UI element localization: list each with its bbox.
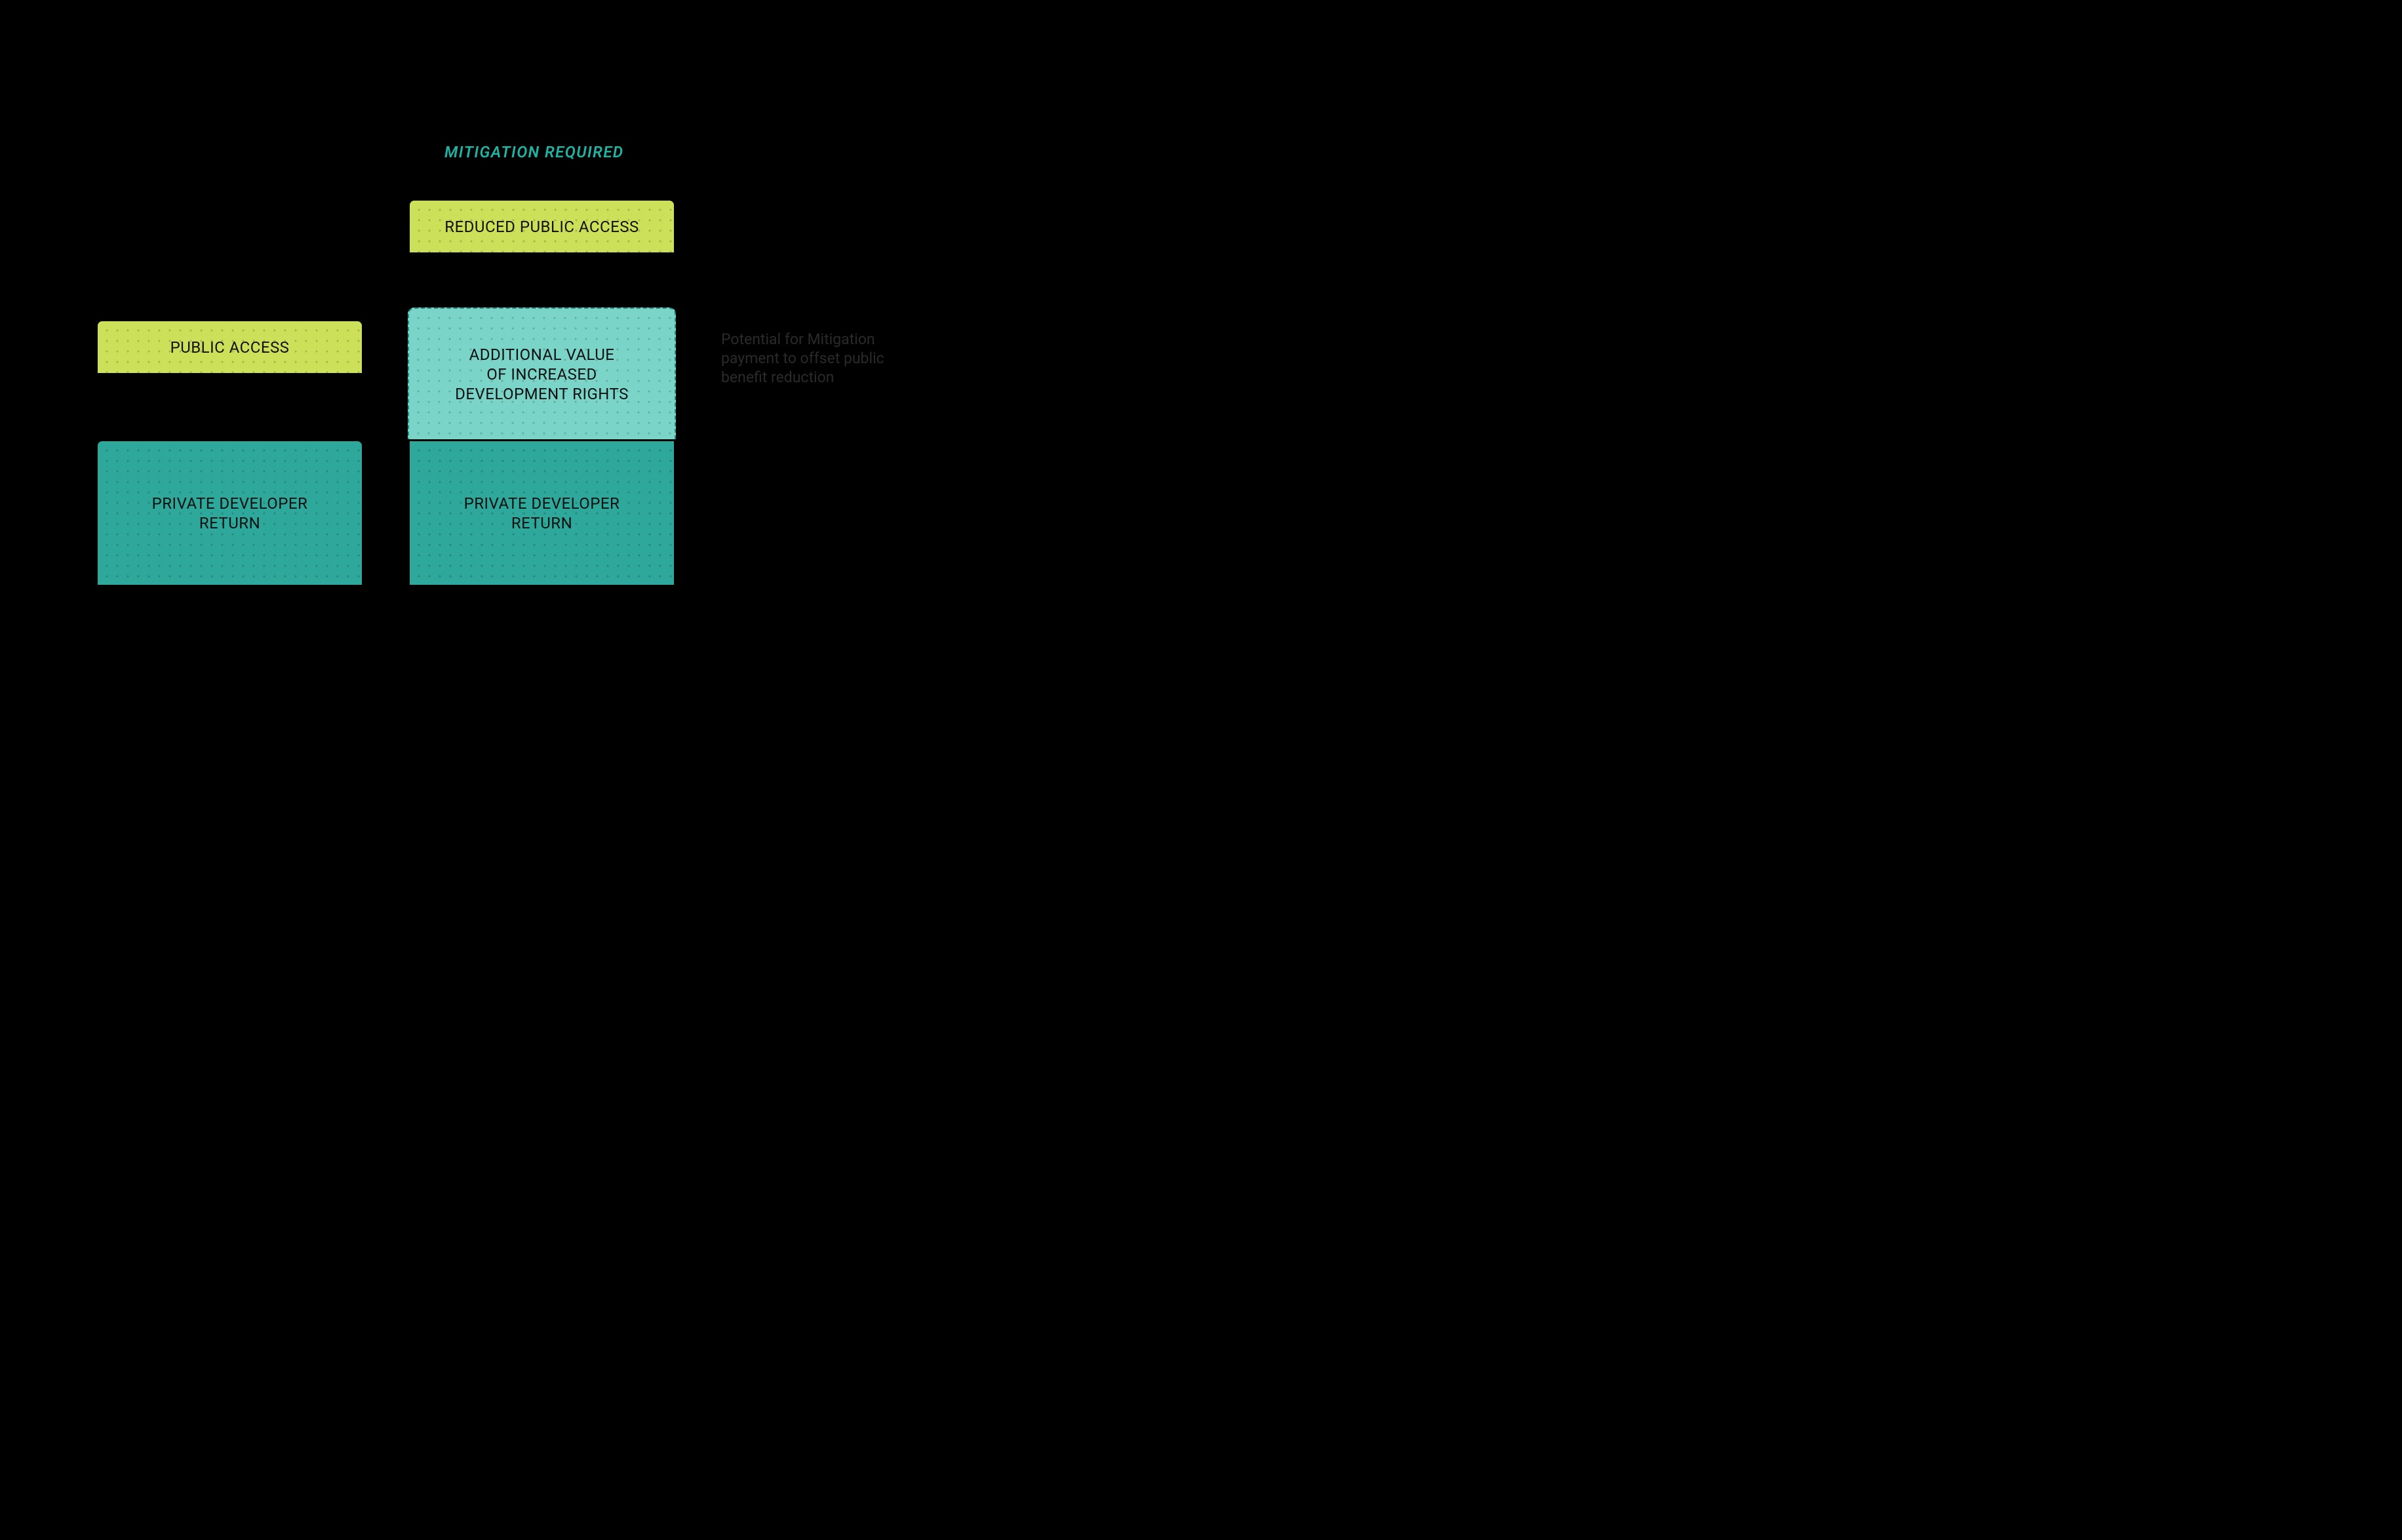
block-left-private-developer-return: PRIVATE DEVELOPER RETURN: [96, 439, 364, 585]
side-note-mitigation-payment: Potential for Mitigation payment to offs…: [721, 330, 884, 387]
diagram-canvas: MITIGATION REQUIRED PUBLIC ACCESS PRIVAT…: [0, 0, 974, 625]
block-right-additional-value: ADDITIONAL VALUE OF INCREASED DEVELOPMEN…: [408, 307, 676, 439]
block-label-line: RETURN: [199, 513, 260, 533]
block-label-line: OF INCREASED: [486, 365, 597, 384]
block-right-reduced-public-access: REDUCED PUBLIC ACCESS: [408, 199, 676, 252]
block-label: REDUCED PUBLIC ACCESS: [444, 218, 639, 236]
block-label-line: DEVELOPMENT RIGHTS: [455, 384, 629, 404]
block-left-public-access: PUBLIC ACCESS: [96, 319, 364, 373]
block-label: PUBLIC ACCESS: [170, 338, 290, 357]
block-label-line: RETURN: [511, 513, 572, 533]
side-note-line: Potential for Mitigation: [721, 330, 875, 349]
block-label-line: PRIVATE DEVELOPER: [464, 494, 620, 513]
block-label-line: ADDITIONAL VALUE: [469, 345, 615, 365]
block-label-line: PRIVATE DEVELOPER: [152, 494, 308, 513]
side-note-line: benefit reduction: [721, 368, 834, 387]
side-note-line: payment to offset public: [721, 349, 884, 368]
block-right-private-developer-return: PRIVATE DEVELOPER RETURN: [408, 439, 676, 585]
mitigation-required-label: MITIGATION REQUIRED: [444, 143, 624, 161]
